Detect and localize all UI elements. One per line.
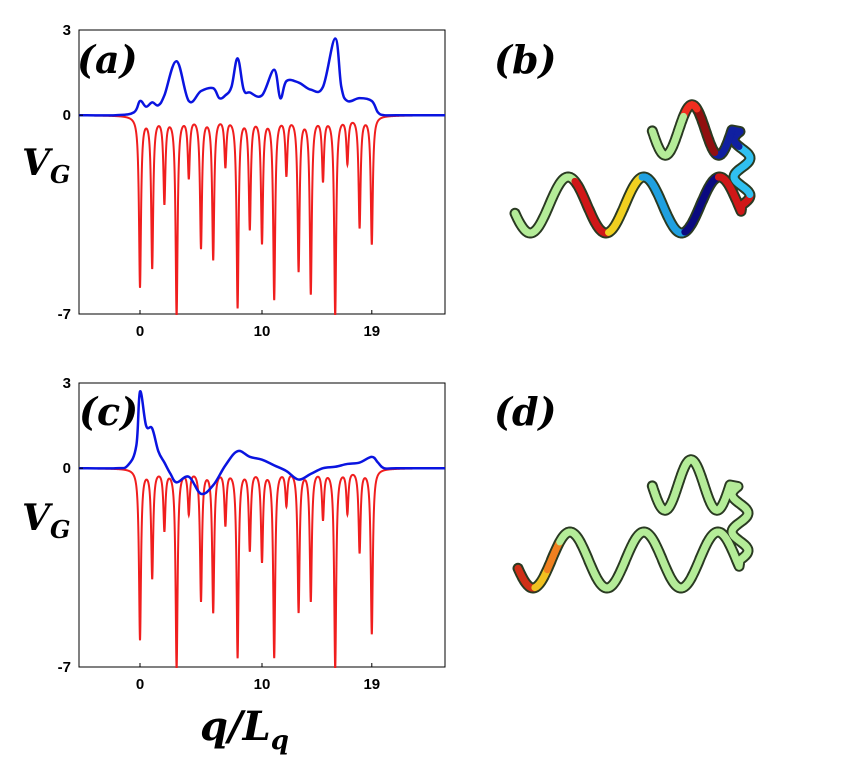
ylabel-top: VG: [22, 142, 70, 189]
ylabel-top-sub: G: [50, 160, 71, 189]
panel-c: (c) 0 10 19 3 0 -7: [58, 375, 446, 693]
panel-a-label: (a): [77, 37, 138, 82]
ytick-label-c-1: 0: [63, 460, 71, 477]
xtick-label-c-0: 0: [136, 676, 144, 693]
ytick-label-c-2: -7: [58, 659, 71, 676]
ytick-label-c-0: 3: [63, 375, 71, 392]
plot-a-ticks: 0 10 19 3 0 -7: [58, 22, 380, 340]
ylabel-bottom-sub: G: [50, 515, 71, 544]
ytick-label-a-0: 3: [63, 22, 71, 39]
xtick-label-a-1: 10: [254, 323, 271, 340]
series-blue-c: [78, 390, 445, 496]
panel-d-label: (d): [494, 389, 557, 434]
panel-a: (a) 0 10 19 3 0 -7: [58, 22, 446, 340]
helix-d: [512, 454, 754, 594]
xtick-label-a-2: 19: [363, 323, 380, 340]
panel-b-label: (b): [494, 37, 557, 82]
xtick-label-a-0: 0: [136, 323, 144, 340]
ylabel-bottom: VG: [22, 497, 70, 544]
plot-a-curves: [78, 37, 445, 315]
xlabel: q/Lq: [200, 703, 289, 756]
xtick-label-c-2: 19: [363, 676, 380, 693]
series-blue-a: [78, 37, 445, 117]
series-red-a: [79, 114, 445, 315]
plot-c-curves: [78, 390, 445, 668]
helix-b: [509, 99, 756, 239]
xtick-label-c-1: 10: [254, 676, 271, 693]
ytick-label-a-1: 0: [63, 107, 71, 124]
ylabel-bottom-main: V: [22, 497, 53, 539]
series-red-c: [79, 467, 445, 668]
ytick-label-a-2: -7: [58, 306, 71, 323]
panel-c-label: (c): [79, 389, 138, 434]
ylabel-top-main: V: [22, 142, 53, 184]
helix-d-outline: [512, 454, 754, 594]
plot-c-ticks: 0 10 19 3 0 -7: [58, 375, 380, 693]
xlabel-main: q/L: [200, 703, 271, 750]
xlabel-sub: q: [271, 726, 289, 756]
helix-b-outline: [509, 99, 756, 239]
